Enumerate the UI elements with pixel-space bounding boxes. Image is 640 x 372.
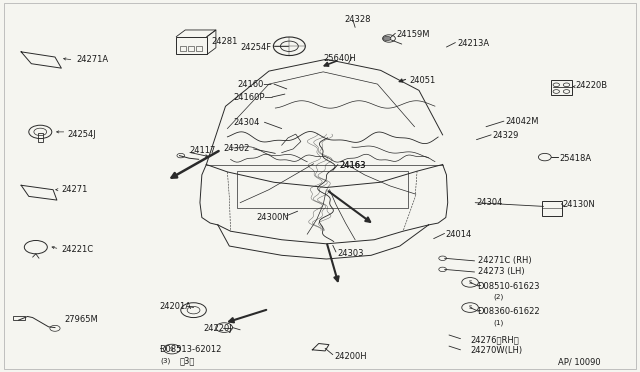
Bar [176,37,207,54]
Text: 24254J: 24254J [68,129,97,139]
Text: 24159M: 24159M [397,29,430,39]
Text: 24051: 24051 [410,76,436,85]
Text: 24303: 24303 [337,249,364,258]
Bar [551,80,572,95]
Text: 24160P—: 24160P— [234,93,274,102]
Bar [541,201,562,216]
Text: (2): (2) [493,294,504,301]
Text: 24273 (LH): 24273 (LH) [478,267,525,276]
Text: 27965M: 27965M [65,315,99,324]
Text: 〇3〉: 〇3〉 [179,356,195,365]
Text: S: S [170,347,173,352]
Circle shape [383,36,391,41]
Text: 24221C: 24221C [61,244,93,253]
Text: 24163: 24163 [339,161,365,170]
Text: 24213A: 24213A [458,39,490,48]
Text: 24271C (RH): 24271C (RH) [478,256,532,265]
Text: Ð08510-61623: Ð08510-61623 [478,282,541,291]
Text: Ð08360-61622: Ð08360-61622 [478,307,541,316]
Bar [38,133,43,142]
Text: AP/ 10090: AP/ 10090 [558,357,601,366]
Text: 24302: 24302 [223,144,250,153]
Text: 24271A: 24271A [76,55,108,64]
Text: 24254F: 24254F [240,42,271,51]
Text: 24304: 24304 [234,119,260,128]
Text: 24300N: 24300N [256,213,289,222]
Text: (1): (1) [493,319,504,326]
Text: 24042M: 24042M [505,117,539,126]
Bar [13,316,25,320]
Bar [188,46,194,51]
Bar [196,46,202,51]
Text: 25640H: 25640H [323,54,356,62]
Text: 24271: 24271 [61,185,88,194]
Text: 24328: 24328 [344,15,371,24]
Text: Ð08513-62012: Ð08513-62012 [161,345,223,354]
Text: (3): (3) [161,358,171,364]
Text: 24270W(LH): 24270W(LH) [470,346,522,355]
Text: 24201A: 24201A [159,302,191,311]
Text: 24160—: 24160— [237,80,272,89]
Text: S: S [468,305,472,310]
Text: 24281: 24281 [211,37,238,46]
Text: 24163: 24163 [339,161,365,170]
Text: 24276〈RH〉: 24276〈RH〉 [470,335,519,344]
Text: 24220J: 24220J [204,324,232,333]
Text: 24200H: 24200H [334,352,367,361]
Text: 24220B: 24220B [575,81,607,90]
Text: 25418A: 25418A [559,154,591,163]
Text: 24329: 24329 [492,131,519,141]
Text: 24130N: 24130N [563,200,595,209]
Bar [237,171,408,208]
Bar [179,46,186,51]
Text: 24304: 24304 [476,198,503,207]
Text: 24117: 24117 [189,146,216,155]
Text: S: S [468,280,472,285]
Text: 24014: 24014 [446,230,472,240]
